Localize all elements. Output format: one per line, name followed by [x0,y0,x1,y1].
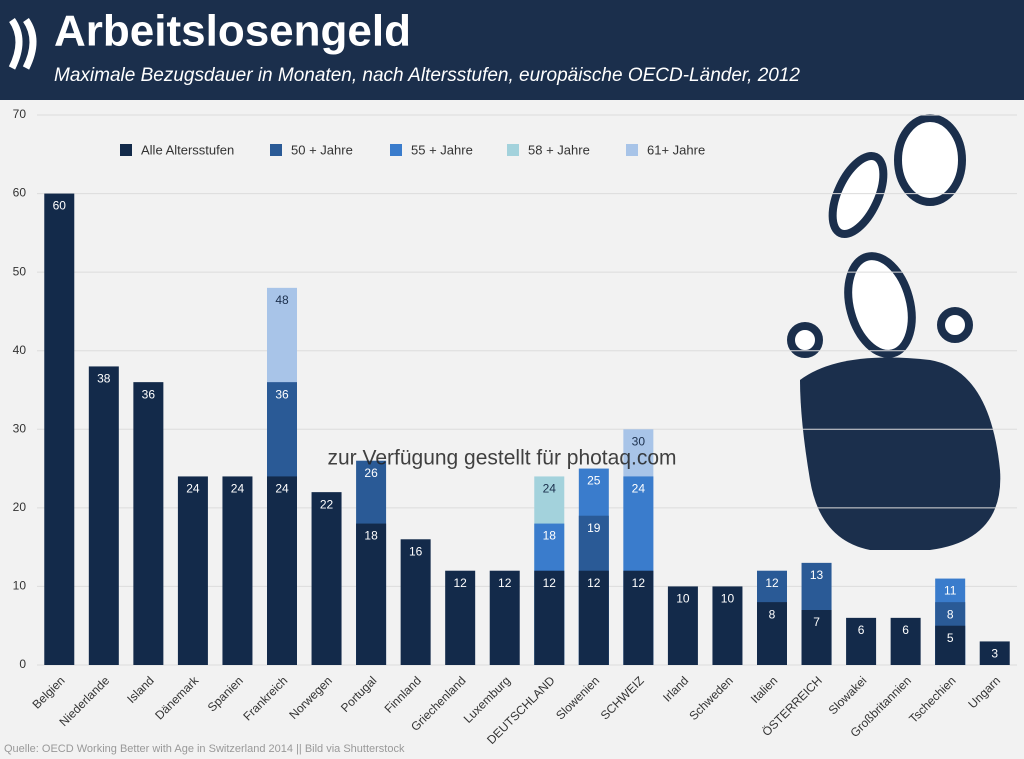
data-label: 13 [810,568,824,582]
legend-swatch [507,144,519,156]
data-label: 12 [587,576,601,590]
data-label: 24 [543,482,557,496]
data-label: 12 [498,576,512,590]
bar [356,523,387,665]
data-label: 48 [275,293,289,307]
legend-swatch [626,144,638,156]
data-label: 24 [231,482,245,496]
logo [8,17,37,70]
bar [578,570,609,665]
data-label: 18 [364,529,378,543]
y-tick-label: 10 [13,579,27,593]
bar [445,570,476,665]
bar [222,476,253,665]
bar [846,617,877,665]
data-label: 60 [53,199,67,213]
legend-swatch [390,144,402,156]
legend-label: 61+ Jahre [647,142,705,157]
legend-label: 55 + Jahre [411,142,473,157]
legend-label: Alle Altersstufen [141,142,234,157]
bar [935,625,966,665]
data-label: 24 [632,482,646,496]
bar [311,492,342,665]
data-label: 36 [275,387,289,401]
bar [667,586,698,665]
data-label: 12 [632,576,646,590]
bar [88,366,119,665]
data-label: 30 [632,434,646,448]
y-tick-label: 50 [13,264,27,278]
bar [623,570,654,665]
bar [400,539,431,665]
y-tick-label: 20 [13,500,27,514]
bar [757,602,787,665]
data-label: 6 [858,623,865,637]
legend-swatch [270,144,282,156]
y-tick-label: 40 [13,343,27,357]
data-label: 3 [991,647,998,661]
data-label: 8 [769,607,776,621]
bar [801,610,832,665]
data-label: 19 [587,521,601,535]
data-label: 6 [902,623,909,637]
chart-subtitle: Maximale Bezugsdauer in Monaten, nach Al… [54,65,800,86]
header [0,0,1024,100]
bar [267,476,297,665]
data-label: 12 [765,576,779,590]
y-tick-label: 60 [13,186,27,200]
data-label: 12 [454,576,468,590]
data-label: 25 [587,474,601,488]
bar [489,570,520,665]
purse-illustration [787,114,1001,550]
data-label: 24 [275,482,289,496]
data-label: 36 [142,387,156,401]
data-label: 38 [97,372,111,386]
data-label: 22 [320,497,334,511]
data-label: 18 [543,529,557,543]
bar [890,617,921,665]
bar [133,382,164,665]
bar [712,586,743,665]
legend-label: 50 + Jahre [291,142,353,157]
y-tick-label: 30 [13,421,27,435]
data-label: 7 [813,615,820,629]
source: Quelle: OECD Working Better with Age in … [4,743,405,755]
legend-label: 58 + Jahre [528,142,590,157]
bar [44,193,75,666]
legend-swatch [120,144,132,156]
data-label: 10 [721,592,735,606]
y-tick-label: 0 [19,657,26,671]
y-tick-label: 70 [13,107,27,121]
data-label: 24 [186,482,200,496]
data-label: 12 [543,576,557,590]
bar [534,570,565,665]
data-label: 10 [676,592,690,606]
bar [177,476,208,665]
data-label: 26 [364,466,378,480]
bar [979,641,1010,665]
data-label: 5 [947,631,954,645]
watermark: zur Verfügung gestellt für photaq.com [327,447,676,470]
data-label: 16 [409,544,423,558]
data-label: 8 [947,607,954,621]
chart-title: Arbeitslosengeld [54,7,411,56]
data-label: 11 [944,584,957,598]
